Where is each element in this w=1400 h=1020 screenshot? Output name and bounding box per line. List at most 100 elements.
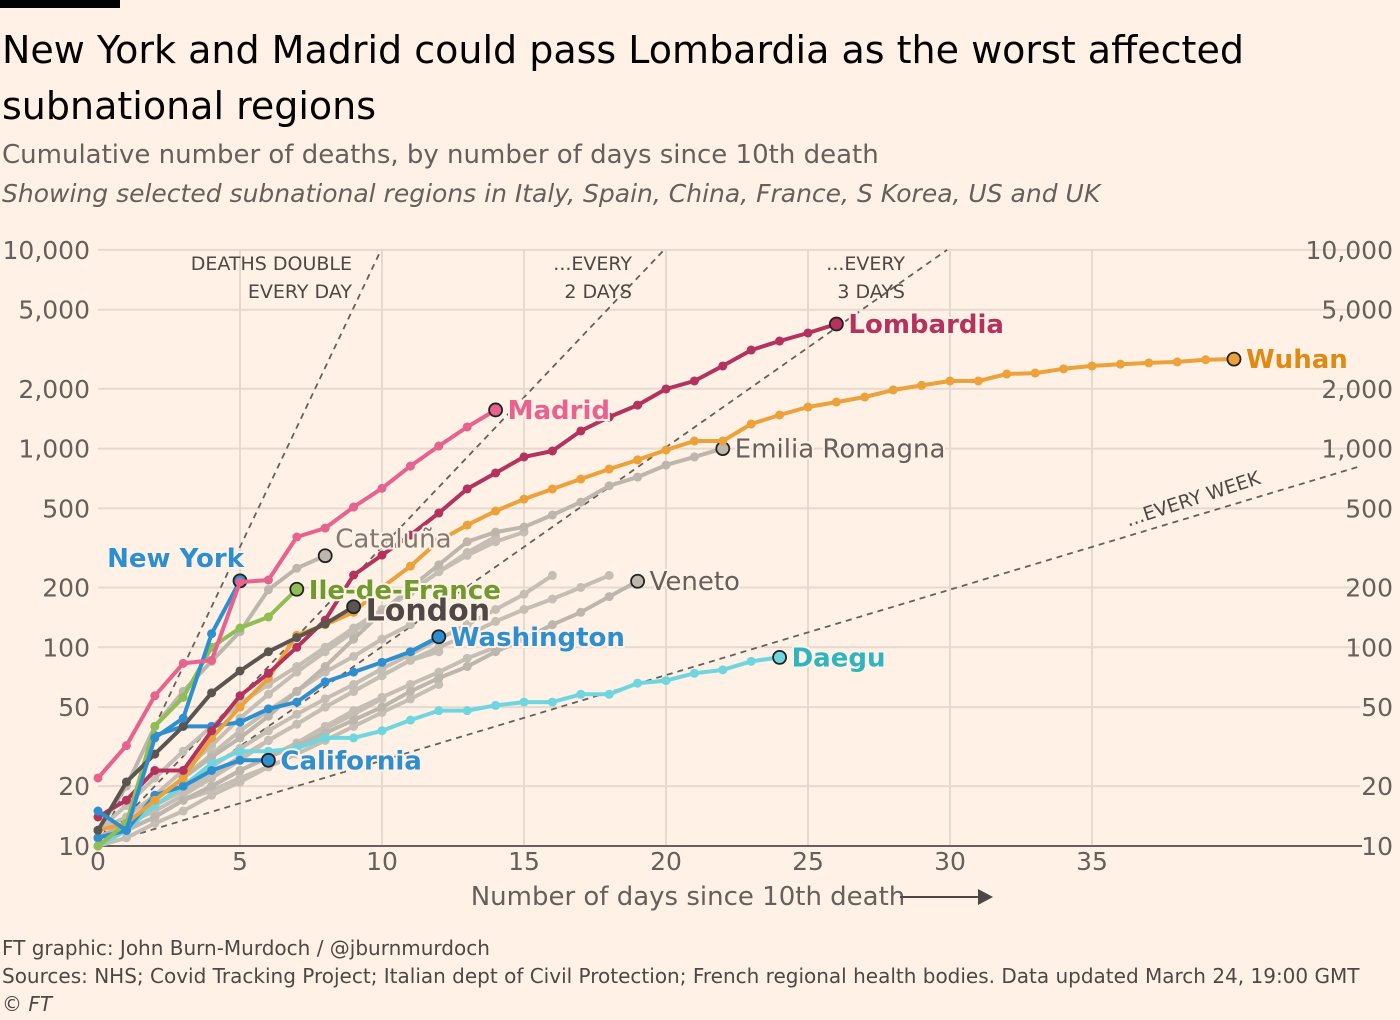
data-point-madrid [235, 577, 245, 587]
data-point-lombardia [349, 570, 359, 580]
data-point-ile-de-france [178, 692, 188, 702]
data-point-lombardia [207, 726, 217, 736]
end-point-london [346, 599, 362, 615]
data-point-madrid [207, 655, 217, 665]
data-point-lombardia [746, 345, 756, 355]
data-point-emilia-romagna [434, 560, 444, 570]
data-point-lombardia [519, 452, 529, 462]
data-point-emilia-romagna [519, 522, 529, 532]
ft-top-bar [0, 0, 120, 8]
data-point-emilia-romagna [207, 752, 217, 762]
data-point-daegu [491, 700, 501, 710]
x-tick-label: 30 [934, 847, 966, 876]
data-point-emilia-romagna [576, 497, 586, 507]
data-point-wuhan [235, 702, 245, 712]
data-point-region-2 [377, 664, 387, 674]
chart-subtitle: Cumulative number of deaths, by number o… [2, 140, 879, 170]
data-point-region-2 [491, 604, 501, 614]
data-point-lombardia [263, 668, 273, 678]
data-point-emilia-romagna [547, 510, 557, 520]
series-label-catalu-a: Cataluña [335, 525, 451, 555]
data-point-veneto [150, 812, 160, 822]
end-point-daegu [772, 649, 787, 665]
data-point-wuhan [860, 392, 870, 402]
data-point-lombardia [377, 550, 387, 560]
data-point-region-2 [292, 709, 302, 719]
data-point-wuhan [150, 795, 160, 805]
x-axis-label: Number of days since 10th death [471, 882, 906, 912]
data-point-washington [235, 717, 245, 727]
y-tick-label-right: 200 [1345, 573, 1393, 602]
data-point-emilia-romagna [491, 527, 501, 537]
data-point-wuhan [1144, 358, 1154, 368]
data-point-region-4 [405, 694, 415, 704]
data-point-california [235, 755, 245, 765]
data-point-region-9 [178, 746, 188, 756]
data-point-madrid [178, 658, 188, 668]
data-point-madrid [150, 691, 160, 701]
doubling-line-label: DEATHS DOUBLE [191, 253, 352, 275]
data-point-region-6 [235, 773, 245, 783]
y-tick-label-left: 50 [58, 693, 90, 722]
series-label-california: California [280, 746, 421, 776]
data-point-emilia-romagna [633, 472, 643, 482]
y-tick-label-left: 10,000 [3, 236, 90, 265]
data-point-lombardia [405, 530, 415, 540]
y-tick-label-left: 20 [58, 772, 90, 801]
data-point-region-4 [349, 721, 359, 731]
end-point-ile-de-france [289, 581, 305, 597]
data-point-region-4 [178, 806, 188, 816]
data-point-wuhan [1115, 359, 1125, 369]
data-point-lombardia [689, 376, 699, 386]
series-label-washington: Washington [451, 623, 625, 653]
data-point-london [207, 688, 217, 698]
y-tick-label-right: 5,000 [1321, 296, 1393, 325]
data-point-london [235, 666, 245, 676]
data-point-madrid [462, 422, 472, 432]
data-point-veneto [235, 765, 245, 775]
data-point-lombardia [604, 412, 614, 422]
data-point-region-5 [405, 620, 415, 630]
chart-subtitle-italic: Showing selected subnational regions in … [2, 179, 1101, 208]
data-point-wuhan [1087, 361, 1097, 371]
y-tick-label-left: 100 [42, 633, 90, 662]
series-label-wuhan: Wuhan [1246, 345, 1348, 375]
data-point-london [320, 619, 330, 629]
y-tick-label-left: 500 [42, 494, 90, 523]
data-point-lombardia [491, 468, 501, 478]
y-tick-label-right: 1,000 [1321, 435, 1393, 464]
data-point-lombardia [434, 508, 444, 518]
x-tick-label: 20 [650, 847, 682, 876]
data-point-region-4 [121, 833, 131, 843]
data-point-wuhan [689, 436, 699, 446]
data-point-london [93, 825, 103, 835]
series-label-lombardia: Lombardia [848, 310, 1004, 340]
data-point-wuhan [746, 419, 756, 429]
data-point-lombardia [718, 361, 728, 371]
series-label-emilia-romagna: Emilia Romagna [735, 435, 946, 465]
series-label-veneto: Veneto [650, 567, 740, 597]
data-point-lombardia [576, 426, 586, 436]
data-point-wuhan [888, 385, 898, 395]
data-point-region-1 [263, 689, 273, 699]
data-point-region-9 [462, 547, 472, 557]
x-tick-label: 10 [366, 847, 398, 876]
data-point-daegu [746, 656, 756, 666]
series-label-new-york: New York [107, 544, 245, 574]
data-point-washington [349, 667, 359, 677]
y-tick-label-right: 100 [1345, 633, 1393, 662]
data-point-region-8 [349, 686, 359, 696]
data-point-lombardia [803, 328, 813, 338]
data-point-region-0 [519, 604, 529, 614]
data-point-wuhan [377, 582, 387, 592]
data-point-daegu [292, 743, 302, 753]
x-tick-label: 5 [232, 847, 248, 876]
data-point-veneto [491, 647, 501, 657]
x-tick-label: 25 [792, 847, 824, 876]
y-tick-label-left: 10 [58, 832, 90, 861]
data-point-lombardia [775, 336, 785, 346]
data-point-region-8 [292, 719, 302, 729]
series-label-ile-de-france: Ile-de-France [309, 576, 501, 606]
data-point-daegu [547, 697, 557, 707]
data-point-california [207, 765, 217, 775]
